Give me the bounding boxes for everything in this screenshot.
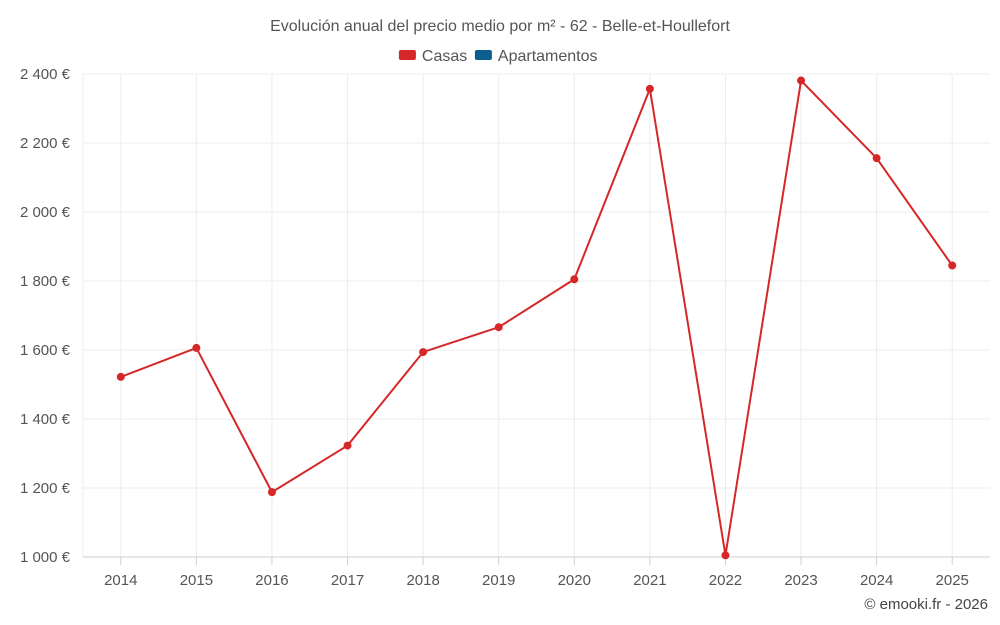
- legend-label: Apartamentos: [498, 48, 598, 65]
- legend-item-apartamentos[interactable]: Apartamentos: [474, 48, 598, 65]
- x-tick-label: 2019: [482, 572, 515, 589]
- series-line-casas: [120, 79, 954, 557]
- data-point[interactable]: [797, 76, 806, 85]
- credit-text: © emooki.fr - 2026: [864, 596, 988, 613]
- x-tick-label: 2020: [558, 572, 591, 589]
- data-point[interactable]: [645, 84, 654, 93]
- data-point[interactable]: [948, 261, 957, 270]
- x-tick-label: 2023: [784, 572, 817, 589]
- data-point[interactable]: [570, 275, 579, 284]
- legend-label: Casas: [422, 48, 467, 65]
- legend: Casas Apartamentos: [398, 48, 598, 65]
- x-tick-label: 2015: [180, 572, 213, 589]
- series-layer: [116, 76, 957, 560]
- y-tick-label: 1 800 €: [20, 273, 71, 290]
- chart-title: Evolución anual del precio medio por m² …: [270, 18, 730, 35]
- y-tick-label: 1 400 €: [20, 411, 71, 428]
- y-tick-label: 1 200 €: [20, 480, 71, 497]
- y-tick-label: 2 000 €: [20, 204, 71, 221]
- data-point[interactable]: [192, 343, 201, 352]
- legend-item-casas[interactable]: Casas: [398, 48, 467, 65]
- x-tick-label: 2021: [633, 572, 666, 589]
- x-tick-label: 2017: [331, 572, 364, 589]
- y-tick-label: 1 000 €: [20, 549, 71, 566]
- data-point[interactable]: [419, 348, 428, 357]
- y-tick-label: 1 600 €: [20, 342, 71, 359]
- legend-swatch: [474, 50, 492, 60]
- x-tick-label: 2024: [860, 572, 893, 589]
- data-point[interactable]: [872, 154, 881, 163]
- data-point[interactable]: [494, 323, 503, 332]
- x-tick-label: 2025: [936, 572, 969, 589]
- data-point[interactable]: [267, 488, 276, 497]
- y-tick-label: 2 200 €: [20, 135, 71, 152]
- x-tick-label: 2016: [255, 572, 288, 589]
- axes: 1 000 € 1 200 € 1 400 € 1 600 € 1 800 € 2 000…: [20, 66, 990, 589]
- data-point[interactable]: [721, 551, 730, 560]
- data-point[interactable]: [116, 372, 125, 381]
- data-point[interactable]: [343, 441, 352, 450]
- x-tick-label: 2022: [709, 572, 742, 589]
- x-tick-label: 2018: [406, 572, 439, 589]
- legend-swatch: [398, 50, 416, 60]
- x-tick-label: 2014: [104, 572, 137, 589]
- grid: [82, 73, 990, 557]
- y-tick-label: 2 400 €: [20, 66, 71, 83]
